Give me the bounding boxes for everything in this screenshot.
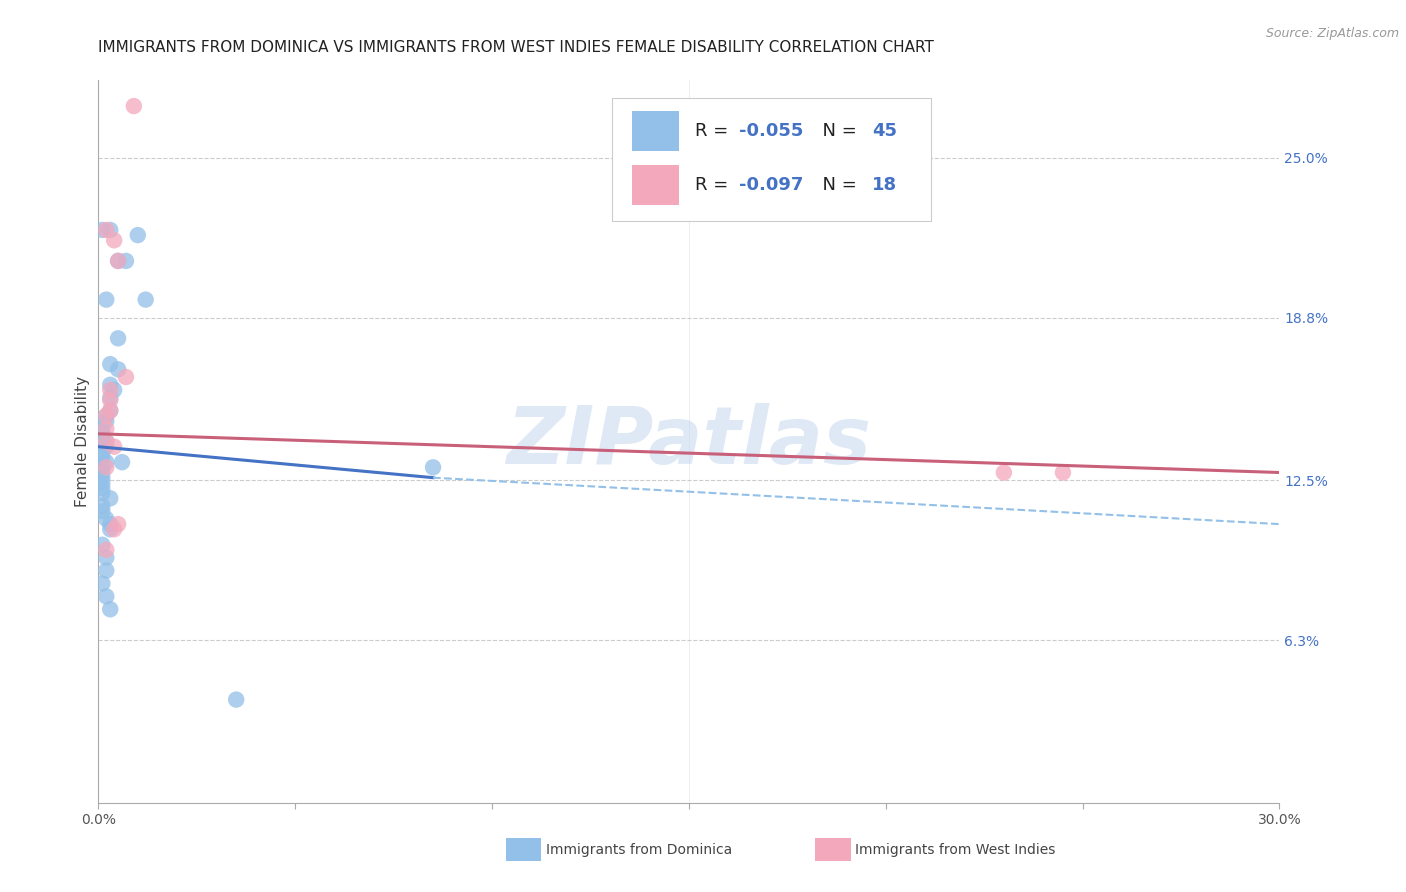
Point	[115, 370, 138, 384]
Point	[91, 499, 114, 513]
Text: -0.055: -0.055	[738, 122, 803, 140]
Point	[91, 504, 114, 518]
Point	[96, 422, 118, 436]
Point	[96, 409, 118, 423]
Text: R =: R =	[695, 176, 734, 194]
Point	[103, 233, 125, 247]
Point	[103, 440, 125, 454]
Point	[98, 377, 121, 392]
Text: IMMIGRANTS FROM DOMINICA VS IMMIGRANTS FROM WEST INDIES FEMALE DISABILITY CORREL: IMMIGRANTS FROM DOMINICA VS IMMIGRANTS F…	[98, 40, 935, 55]
Point	[98, 223, 121, 237]
Point	[91, 426, 114, 441]
Point	[98, 522, 121, 536]
Text: 45: 45	[872, 122, 897, 140]
Text: N =: N =	[811, 122, 862, 140]
Point	[96, 460, 118, 475]
Point	[96, 293, 118, 307]
FancyBboxPatch shape	[612, 98, 931, 221]
Point	[225, 692, 247, 706]
Point	[111, 455, 134, 469]
Text: 18: 18	[872, 176, 897, 194]
Point	[91, 432, 114, 446]
Point	[91, 466, 114, 480]
Text: R =: R =	[695, 122, 734, 140]
Text: -0.097: -0.097	[738, 176, 803, 194]
Point	[107, 254, 129, 268]
Point	[96, 550, 118, 565]
Point	[96, 440, 118, 454]
Text: Source: ZipAtlas.com: Source: ZipAtlas.com	[1265, 27, 1399, 40]
Point	[96, 455, 118, 469]
Point	[107, 331, 129, 345]
Point	[115, 254, 138, 268]
Y-axis label: Female Disability: Female Disability	[75, 376, 90, 508]
Point	[96, 414, 118, 428]
Point	[98, 391, 121, 405]
Point	[91, 450, 114, 464]
Text: ZIPatlas: ZIPatlas	[506, 402, 872, 481]
Point	[91, 486, 114, 500]
Point	[96, 434, 118, 449]
Point	[91, 471, 114, 485]
Point	[993, 466, 1015, 480]
Point	[91, 422, 114, 436]
Point	[103, 383, 125, 397]
Point	[91, 576, 114, 591]
Point	[1052, 466, 1074, 480]
Point	[98, 491, 121, 506]
Point	[98, 403, 121, 417]
FancyBboxPatch shape	[633, 165, 679, 205]
Point	[96, 434, 118, 449]
Point	[122, 99, 145, 113]
Point	[98, 357, 121, 371]
Point	[91, 538, 114, 552]
Point	[107, 517, 129, 532]
Point	[91, 223, 114, 237]
Point	[96, 223, 118, 237]
Point	[96, 564, 118, 578]
Point	[91, 445, 114, 459]
Point	[98, 517, 121, 532]
Point	[98, 383, 121, 397]
Point	[96, 512, 118, 526]
Text: N =: N =	[811, 176, 862, 194]
Point	[96, 542, 118, 557]
Point	[135, 293, 157, 307]
Point	[103, 522, 125, 536]
Point	[98, 602, 121, 616]
Point	[96, 409, 118, 423]
Point	[107, 362, 129, 376]
Point	[127, 228, 149, 243]
Point	[96, 590, 118, 604]
FancyBboxPatch shape	[633, 111, 679, 151]
Point	[91, 460, 114, 475]
Point	[98, 403, 121, 417]
Point	[422, 460, 444, 475]
Text: Immigrants from West Indies: Immigrants from West Indies	[855, 843, 1056, 857]
Point	[98, 393, 121, 408]
Text: Immigrants from Dominica: Immigrants from Dominica	[546, 843, 731, 857]
Point	[91, 475, 114, 490]
Point	[91, 481, 114, 495]
Point	[107, 254, 129, 268]
